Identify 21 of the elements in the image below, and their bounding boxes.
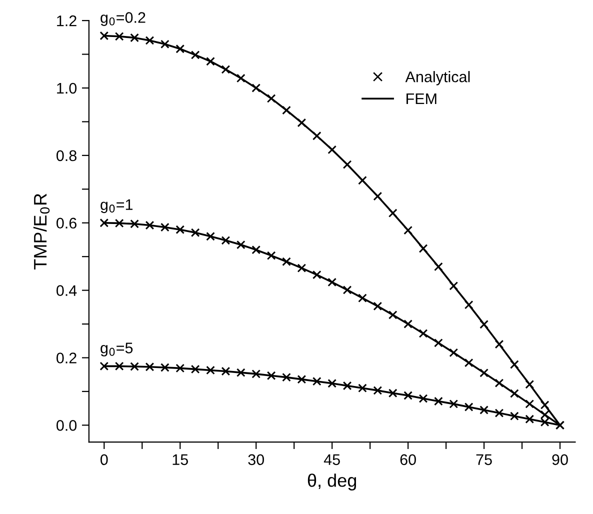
annotation: g$_{0}$=1 (100, 199, 133, 214)
x-tick-label: 90 (552, 454, 568, 466)
y-tick-label: 0.6 (56, 218, 76, 229)
x-axis-title: θ, deg (308, 474, 356, 490)
legend-label: FEM (406, 93, 436, 104)
x-tick-label: 0 (100, 454, 108, 466)
x-tick-label: 60 (400, 454, 416, 466)
x-tick-label: 15 (172, 454, 188, 466)
x-tick-label: 45 (324, 454, 340, 466)
x-tick-label: 75 (476, 454, 492, 466)
y-tick-label: 1.2 (57, 15, 76, 26)
y-tick-label: 0.2 (56, 352, 76, 364)
x-tick-label: 30 (248, 454, 264, 466)
y-tick-label: 0.0 (56, 420, 77, 431)
y-tick-label: 0.4 (56, 285, 77, 296)
legend-label: Analytical (405, 71, 470, 86)
annotation: g$_{0}$=5 (100, 342, 133, 356)
y-tick-label: 0.8 (56, 150, 76, 162)
annotation: g$_{0}$=0.2 (100, 12, 146, 26)
y-axis-title: TMP/E$_{0}$R (33, 194, 50, 270)
y-tick-label: 1.0 (57, 82, 77, 94)
